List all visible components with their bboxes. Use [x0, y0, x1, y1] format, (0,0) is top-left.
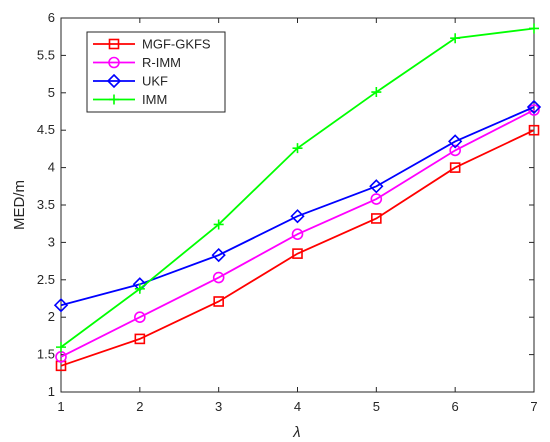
- data-point-ukf: [369, 179, 384, 194]
- legend-label-mgf-gkfs: MGF-GKFS: [142, 37, 211, 52]
- data-point-ukf: [290, 209, 305, 224]
- data-point-r-imm: [291, 228, 304, 240]
- data-point-r-imm: [370, 193, 383, 205]
- y-tick-label: 3.5: [37, 197, 55, 212]
- y-tick-label: 4: [48, 160, 55, 175]
- data-point-imm: [292, 143, 303, 154]
- x-axis-ticks: 1 2 3 4 5 6 7: [57, 18, 538, 414]
- data-point-mgf-gkfs: [292, 248, 303, 259]
- x-tick-label: 1: [57, 399, 64, 414]
- y-tick-label: 2: [48, 309, 55, 324]
- y-axis-ticks: 1 1.5 2 2.5 3 3.5 4 4.5 5 5.5 6: [37, 10, 534, 399]
- x-tick-label: 7: [530, 399, 537, 414]
- data-point-mgf-gkfs: [449, 162, 461, 173]
- x-axis-label: λ: [292, 424, 300, 441]
- y-tick-label: 6: [48, 10, 55, 25]
- legend: MGF-GKFS R-IMM UKF IMM: [86, 31, 226, 113]
- series-layer: [53, 23, 542, 372]
- data-point-imm: [371, 87, 382, 98]
- legend-label-imm: IMM: [142, 92, 167, 107]
- data-point-mgf-gkfs: [528, 124, 540, 136]
- y-tick-label: 5: [48, 85, 55, 100]
- data-point-imm: [134, 283, 145, 294]
- y-axis-label: MED/m: [11, 180, 28, 230]
- legend-marker-r-imm: [108, 56, 120, 69]
- data-point-r-imm: [212, 271, 225, 284]
- data-point-imm: [529, 23, 539, 34]
- x-tick-label: 4: [294, 399, 301, 414]
- y-tick-label: 1.5: [37, 347, 55, 362]
- legend-marker-imm: [109, 94, 119, 105]
- series-line-r-imm: [60, 109, 535, 358]
- data-point-mgf-gkfs: [213, 296, 224, 307]
- data-point-imm: [213, 219, 224, 230]
- data-point-ukf: [211, 247, 226, 263]
- legend-label-ukf: UKF: [142, 74, 168, 89]
- series-imm: [56, 23, 539, 353]
- data-point-r-imm: [449, 144, 461, 157]
- data-point-imm: [56, 342, 66, 353]
- data-point-ukf: [526, 99, 542, 115]
- data-point-r-imm: [134, 311, 146, 324]
- x-tick-label: 3: [215, 399, 222, 414]
- y-tick-label: 3: [48, 234, 55, 249]
- data-point-mgf-gkfs: [134, 333, 146, 345]
- y-tick-label: 1: [48, 384, 55, 399]
- legend-marker-mgf-gkfs: [108, 38, 120, 50]
- x-tick-label: 2: [136, 399, 143, 414]
- y-tick-label: 4.5: [37, 122, 55, 137]
- legend-marker-ukf: [106, 73, 122, 89]
- data-point-ukf: [53, 298, 69, 313]
- data-point-mgf-gkfs: [371, 213, 382, 224]
- series-line-mgf-gkfs: [60, 129, 535, 367]
- x-tick-label: 5: [373, 399, 380, 414]
- series-mgf-gkfs: [55, 124, 540, 372]
- data-point-imm: [450, 33, 461, 44]
- legend-label-r-imm: R-IMM: [142, 55, 181, 70]
- y-tick-label: 2.5: [37, 272, 55, 287]
- x-tick-label: 6: [452, 399, 459, 414]
- data-point-ukf: [448, 134, 463, 149]
- y-tick-label: 5.5: [37, 47, 55, 62]
